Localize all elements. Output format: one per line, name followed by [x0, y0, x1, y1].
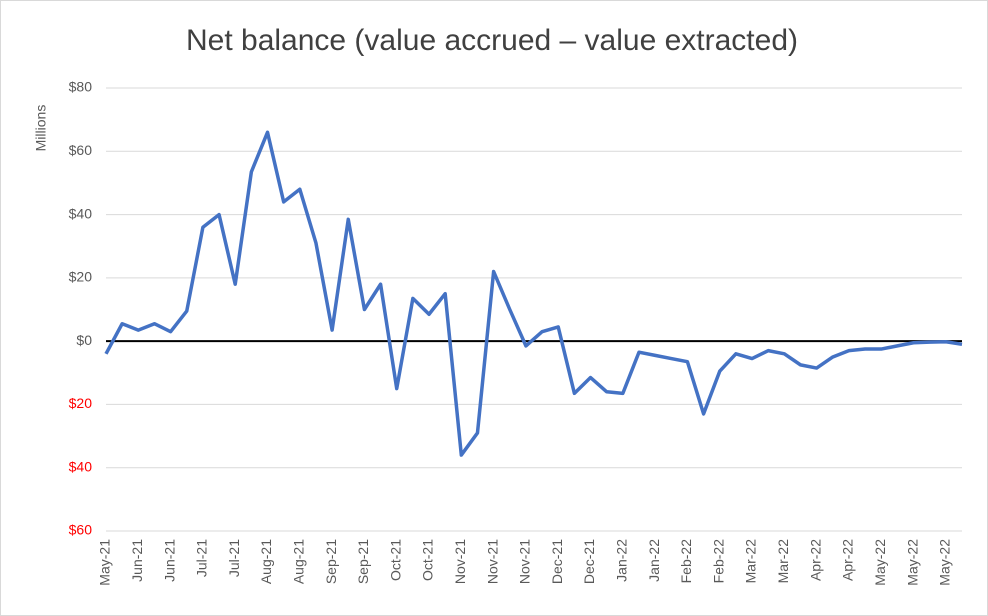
- x-tick-label: Sep-21: [355, 539, 371, 584]
- y-tick-label: $0: [76, 332, 92, 348]
- x-tick-label: Jan-22: [614, 539, 630, 582]
- x-tick-label: Mar-22: [775, 539, 791, 584]
- x-tick-label: Dec-21: [581, 539, 597, 584]
- y-tick-label: $40: [69, 205, 93, 221]
- x-tick-label: Feb-22: [710, 539, 726, 584]
- y-tick-label: $60: [69, 522, 93, 538]
- y-tick-label: $40: [69, 458, 93, 474]
- x-tick-label: May-22: [904, 539, 920, 586]
- x-tick-label: May-22: [937, 539, 953, 586]
- x-tick-label: Jan-22: [646, 539, 662, 582]
- x-tick-label: Nov-21: [484, 539, 500, 584]
- x-tick-label: Apr-22: [807, 539, 823, 581]
- x-tick-label: May-22: [872, 539, 888, 586]
- y-tick-label: $60: [69, 142, 93, 158]
- y-tick-label: $80: [69, 79, 93, 95]
- data-line: [104, 130, 963, 457]
- x-tick-label: Aug-21: [291, 539, 307, 584]
- x-tick-label: May-21: [97, 539, 113, 586]
- x-tick-label: Jun-21: [129, 539, 145, 582]
- chart-title: Net balance (value accrued – value extra…: [186, 24, 798, 57]
- x-tick-label: Oct-21: [420, 539, 436, 581]
- x-tick-label: Sep-21: [323, 539, 339, 584]
- x-tick-label: Dec-21: [549, 539, 565, 584]
- x-tick-label: Jul-21: [226, 539, 242, 577]
- y-tick-label: $20: [69, 269, 93, 285]
- y-axis-label: Millions: [33, 105, 49, 152]
- x-tick-label: Aug-21: [258, 539, 274, 584]
- x-tick-label: Apr-22: [840, 539, 856, 581]
- x-tick-label: Oct-21: [387, 539, 403, 581]
- y-tick-label: $20: [69, 395, 93, 411]
- x-tick-label: Nov-21: [517, 539, 533, 584]
- x-tick-label: Feb-22: [678, 539, 694, 584]
- x-tick-label: Mar-22: [743, 539, 759, 584]
- x-tick-label: Jun-21: [161, 539, 177, 582]
- x-tick-label: Nov-21: [452, 539, 468, 584]
- x-tick-label: Jul-21: [194, 539, 210, 577]
